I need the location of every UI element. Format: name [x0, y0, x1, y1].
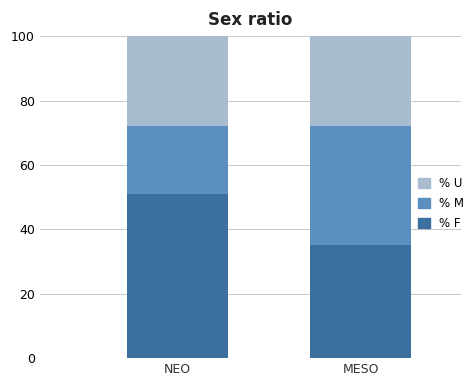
Title: Sex ratio: Sex ratio — [209, 11, 293, 29]
Bar — [310, 245, 411, 358]
Bar — [310, 36, 411, 126]
Bar — [127, 36, 228, 126]
Bar — [310, 126, 411, 245]
Legend: % U, % M, % F: % U, % M, % F — [418, 177, 464, 230]
Bar — [127, 126, 228, 194]
Bar — [127, 194, 228, 358]
